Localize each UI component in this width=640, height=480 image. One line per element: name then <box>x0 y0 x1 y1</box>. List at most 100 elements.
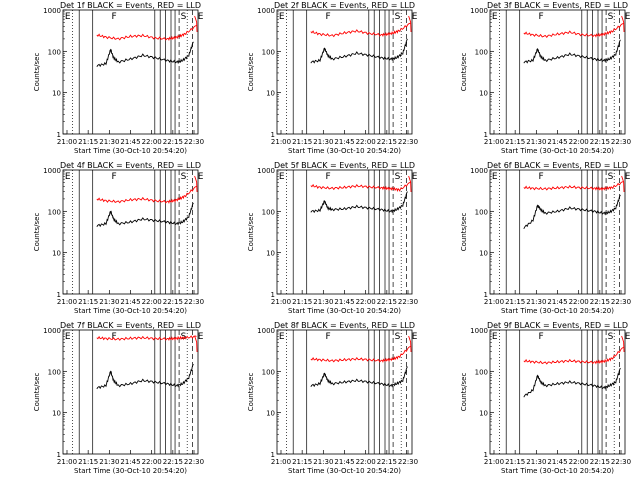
x-tick-label: 21:15 <box>292 458 312 466</box>
x-tick-label: 22:15 <box>163 138 183 146</box>
lld-tail-segment <box>408 15 412 33</box>
x-tick-label: 21:00 <box>57 458 77 466</box>
x-tick-label: 22:00 <box>356 458 376 466</box>
x-tick-label: 21:30 <box>313 298 333 306</box>
plot-frame <box>62 169 199 295</box>
x-axis-label: Start Time (30-Oct-10 20:54:20) <box>501 147 614 155</box>
y-tick-label: 10 <box>52 410 61 418</box>
lld-series-line <box>523 23 624 39</box>
x-tick-label: 22:15 <box>590 298 610 306</box>
lld-tail-segment <box>194 175 198 193</box>
x-tick-label: 22:30 <box>184 138 204 146</box>
x-tick-label: 21:30 <box>313 138 333 146</box>
region-letter: S <box>395 12 401 22</box>
lld-series-line <box>310 22 411 38</box>
lld-tail-segment <box>621 175 625 193</box>
x-axis-label: Start Time (30-Oct-10 20:54:20) <box>288 467 401 475</box>
events-series-line <box>310 366 408 388</box>
events-series-line <box>523 194 621 230</box>
x-axis-label: Start Time (30-Oct-10 20:54:20) <box>74 307 187 315</box>
region-letter: S <box>608 332 614 342</box>
x-tick-label: 21:15 <box>505 458 525 466</box>
region-letter: F <box>326 332 331 342</box>
y-tick-label: 1000 <box>257 327 275 335</box>
region-letter: F <box>539 172 544 182</box>
plot-frame <box>489 329 626 455</box>
plot-frame <box>62 329 199 455</box>
x-tick-label: 21:30 <box>99 138 119 146</box>
panel-title: Det 8f BLACK = Events, RED = LLD <box>274 321 415 330</box>
region-letter: E <box>625 12 631 22</box>
region-letter: S <box>608 12 614 22</box>
y-tick-label: 1 <box>484 291 488 299</box>
x-tick-label: 21:30 <box>99 458 119 466</box>
x-axis-label: Start Time (30-Oct-10 20:54:20) <box>74 467 187 475</box>
x-tick-label: 22:30 <box>184 298 204 306</box>
lld-tail-segment <box>408 175 412 193</box>
x-tick-label: 22:15 <box>590 138 610 146</box>
x-tick-label: 21:45 <box>334 138 354 146</box>
x-tick-label: 22:30 <box>611 458 631 466</box>
x-tick-label: 22:00 <box>569 138 589 146</box>
lld-series-line <box>96 185 197 204</box>
lld-tail-segment <box>408 335 412 353</box>
x-tick-label: 21:30 <box>526 298 546 306</box>
lld-tail-segment <box>621 15 625 33</box>
x-tick-label: 21:45 <box>334 458 354 466</box>
y-tick-label: 10 <box>479 410 488 418</box>
region-letter: E <box>412 332 418 342</box>
x-tick-label: 21:00 <box>57 138 77 146</box>
x-tick-label: 21:30 <box>526 138 546 146</box>
x-tick-label: 21:00 <box>271 298 291 306</box>
y-tick-label: 1 <box>57 291 61 299</box>
region-letter: E <box>625 332 631 342</box>
plot-frame <box>489 9 626 135</box>
panel-9: Det 9f BLACK = Events, RED = LLD 1 10 100 10… <box>460 321 631 475</box>
region-letter: E <box>65 172 71 182</box>
lld-series-line <box>96 25 197 41</box>
plot-frame <box>62 9 199 135</box>
x-tick-label: 21:30 <box>99 298 119 306</box>
region-letter: E <box>625 172 631 182</box>
x-tick-label: 22:30 <box>398 458 418 466</box>
events-series-line <box>310 38 408 64</box>
panel-7: Det 7f BLACK = Events, RED = LLD 1 10 100 10… <box>33 321 204 475</box>
x-tick-label: 21:45 <box>120 458 140 466</box>
x-axis-label: Start Time (30-Oct-10 20:54:20) <box>288 147 401 155</box>
y-tick-label: 1 <box>271 291 275 299</box>
x-tick-label: 22:15 <box>590 458 610 466</box>
y-tick-label: 10 <box>266 250 275 258</box>
region-letter: S <box>181 172 187 182</box>
region-letter: E <box>65 12 71 22</box>
y-tick-label: 1 <box>57 451 61 459</box>
region-letter: F <box>326 12 331 22</box>
region-letter: E <box>198 332 204 342</box>
panel-title: Det 1f BLACK = Events, RED = LLD <box>60 1 201 10</box>
x-axis-label: Start Time (30-Oct-10 20:54:20) <box>288 307 401 315</box>
y-tick-label: 100 <box>48 368 61 376</box>
x-tick-label: 22:30 <box>398 298 418 306</box>
events-series-line <box>523 39 621 64</box>
x-tick-label: 22:00 <box>142 458 162 466</box>
y-tick-label: 1 <box>57 131 61 139</box>
lld-tail-segment <box>194 15 198 33</box>
x-axis-label: Start Time (30-Oct-10 20:54:20) <box>501 307 614 315</box>
y-tick-label: 1000 <box>43 327 61 335</box>
lld-tail-segment <box>194 335 198 353</box>
x-tick-label: 21:15 <box>505 138 525 146</box>
x-tick-label: 21:30 <box>313 458 333 466</box>
region-letter: E <box>198 12 204 22</box>
panel-title: Det 9f BLACK = Events, RED = LLD <box>487 321 628 330</box>
x-tick-label: 21:00 <box>484 298 504 306</box>
panel-title: Det 7f BLACK = Events, RED = LLD <box>60 321 201 330</box>
region-letter: S <box>395 172 401 182</box>
x-tick-label: 22:15 <box>377 298 397 306</box>
events-series-line <box>523 367 621 398</box>
region-letter: S <box>181 332 187 342</box>
y-tick-label: 1 <box>271 451 275 459</box>
panel-5: Det 5f BLACK = Events, RED = LLD 1 10 100 10… <box>247 161 418 315</box>
x-tick-label: 22:30 <box>611 298 631 306</box>
panel-2: Det 2f BLACK = Events, RED = LLD 1 10 100 10… <box>247 1 418 155</box>
panel-3: Det 3f BLACK = Events, RED = LLD 1 10 100 10… <box>460 1 631 155</box>
plot-frame <box>276 329 413 455</box>
